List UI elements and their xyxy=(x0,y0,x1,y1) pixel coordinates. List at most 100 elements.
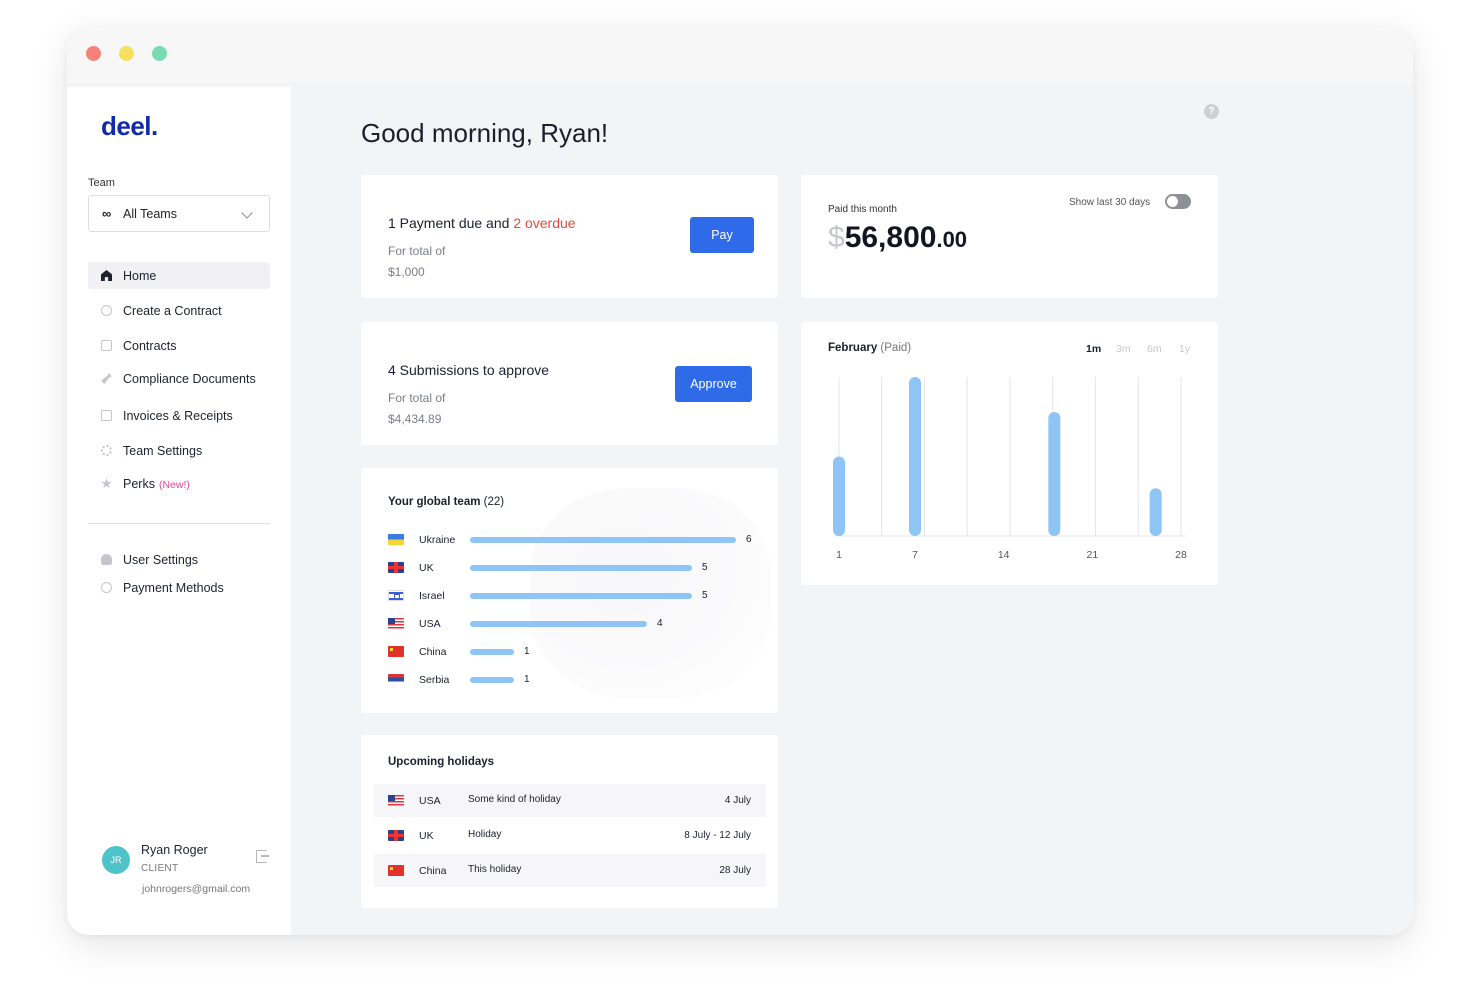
team-row: UK 5 xyxy=(388,562,758,576)
range-6m[interactable]: 6m xyxy=(1147,343,1162,355)
approve-button[interactable]: Approve xyxy=(675,366,752,402)
payment-due-text: 1 Payment due and xyxy=(388,215,514,231)
holidays-card: Upcoming holidays USA Some kind of holida… xyxy=(361,735,778,908)
sidebar-item-create-contract[interactable]: Create a Contract xyxy=(88,297,270,324)
team-row: USA 4 xyxy=(388,618,758,632)
range-1m[interactable]: 1m xyxy=(1086,343,1102,355)
team-row-country: Israel xyxy=(419,590,445,602)
team-row-count: 4 xyxy=(657,618,663,629)
flag-uk-icon xyxy=(388,830,404,841)
overdue-count[interactable]: 2 overdue xyxy=(513,215,576,231)
chart-title: February (Paid) xyxy=(828,342,911,354)
minimize-window-button[interactable] xyxy=(119,46,134,61)
document-icon xyxy=(101,340,112,351)
chart-title-suffix: (Paid) xyxy=(880,342,912,354)
chart-bar[interactable] xyxy=(1048,411,1061,536)
sidebar-item-label: Contracts xyxy=(123,339,177,353)
team-row-country: UK xyxy=(419,562,434,574)
team-row-bar xyxy=(470,565,692,571)
close-window-button[interactable] xyxy=(86,46,101,61)
team-row-country: Serbia xyxy=(419,674,450,686)
holidays-title: Upcoming holidays xyxy=(388,756,495,768)
team-select[interactable]: ∞ All Teams xyxy=(88,195,270,232)
profile-role: CLIENT xyxy=(141,863,179,874)
wrench-icon xyxy=(101,373,112,384)
sidebar-item-team-settings[interactable]: Team Settings xyxy=(88,437,270,464)
submissions-total-label: For total of xyxy=(388,391,446,405)
flag-cn-icon xyxy=(388,646,404,657)
sidebar-item-perks[interactable]: Perks (New!) xyxy=(88,470,270,497)
range-3m[interactable]: 3m xyxy=(1116,343,1131,355)
help-icon[interactable]: ? xyxy=(1204,104,1219,119)
holiday-date: 4 July xyxy=(724,795,751,806)
sidebar: deel. Team ∞ All Teams Home Create a Con… xyxy=(67,87,291,935)
team-row-count: 5 xyxy=(702,590,708,601)
global-team-count: (22) xyxy=(483,496,505,508)
team-row: Israel 5 xyxy=(388,590,758,604)
sidebar-item-invoices[interactable]: Invoices & Receipts xyxy=(88,402,270,429)
chart-x-tick: 1 xyxy=(836,549,842,561)
team-row-country: China xyxy=(419,646,447,658)
flag-us-icon xyxy=(388,795,404,806)
avatar[interactable]: JR xyxy=(102,846,130,874)
maximize-window-button[interactable] xyxy=(152,46,167,61)
team-row: Serbia 1 xyxy=(388,674,758,688)
chart-x-tick: 14 xyxy=(998,549,1010,561)
team-row-count: 1 xyxy=(524,646,530,657)
team-label: Team xyxy=(88,177,115,189)
team-row-bar xyxy=(470,537,736,543)
payment-total-label: For total of xyxy=(388,244,446,258)
chart-bar[interactable] xyxy=(1149,488,1162,536)
holiday-date: 8 July - 12 July xyxy=(684,830,751,841)
paid-this-month-card: Paid this month Show last 30 days $56,80… xyxy=(801,175,1218,298)
sidebar-item-payment-methods[interactable]: Payment Methods xyxy=(88,574,270,601)
flag-uk-icon xyxy=(388,562,404,573)
holiday-row: UK Holiday 8 July - 12 July xyxy=(374,819,766,852)
chart-x-tick: 21 xyxy=(1086,549,1098,561)
team-row-count: 1 xyxy=(524,674,530,685)
sidebar-item-label: Team Settings xyxy=(123,444,203,458)
pay-button[interactable]: Pay xyxy=(690,217,754,253)
team-row-bar xyxy=(470,621,647,627)
app-window: deel. Team ∞ All Teams Home Create a Con… xyxy=(67,27,1413,935)
sidebar-item-user-settings[interactable]: User Settings xyxy=(88,546,270,573)
chart-x-tick: 28 xyxy=(1175,549,1187,561)
team-row-count: 6 xyxy=(746,534,752,545)
toggle-label: Show last 30 days xyxy=(1069,197,1151,208)
holiday-name: Some kind of holiday xyxy=(468,794,561,805)
gear-icon xyxy=(101,445,112,456)
holiday-row: USA Some kind of holiday 4 July xyxy=(374,784,766,817)
holiday-date: 28 July xyxy=(719,865,751,876)
team-row: Ukraine 6 xyxy=(388,534,758,548)
profile-name: Ryan Roger xyxy=(141,843,208,857)
flag-rs-icon xyxy=(388,674,404,685)
holiday-country: UK xyxy=(419,830,434,842)
logout-icon[interactable] xyxy=(256,850,269,863)
holiday-name: This holiday xyxy=(468,864,522,875)
range-1y[interactable]: 1y xyxy=(1179,343,1191,355)
show-last-30-days-toggle[interactable] xyxy=(1165,194,1191,209)
card-icon xyxy=(101,582,112,593)
sidebar-item-contracts[interactable]: Contracts xyxy=(88,332,270,359)
amount-whole: 56,800 xyxy=(844,221,937,254)
flag-cn-icon xyxy=(388,865,404,876)
chart-bar[interactable] xyxy=(909,377,921,536)
flag-il-icon xyxy=(388,590,404,601)
chevron-down-icon xyxy=(241,207,253,219)
home-icon xyxy=(101,270,112,281)
submissions-total-amount: $4,434.89 xyxy=(388,412,442,426)
sidebar-item-label: Create a Contract xyxy=(123,304,222,318)
payment-due-card: 1 Payment due and 2 overdue For total of… xyxy=(361,175,778,298)
sidebar-item-label: Home xyxy=(123,269,157,283)
chart-bar[interactable] xyxy=(833,456,845,537)
new-badge: (New!) xyxy=(158,479,190,491)
amount-cents: .00 xyxy=(936,227,968,252)
logo[interactable]: deel. xyxy=(101,111,158,141)
holiday-country: China xyxy=(419,865,447,877)
sidebar-divider xyxy=(88,523,270,524)
sidebar-item-compliance-documents[interactable]: Compliance Documents xyxy=(88,365,270,392)
submissions-title: 4 Submissions to approve xyxy=(388,362,550,378)
team-row-country: Ukraine xyxy=(419,534,456,546)
sidebar-item-home[interactable]: Home xyxy=(88,262,270,289)
bar-chart: 1 7 14 21 28 xyxy=(833,377,1187,561)
